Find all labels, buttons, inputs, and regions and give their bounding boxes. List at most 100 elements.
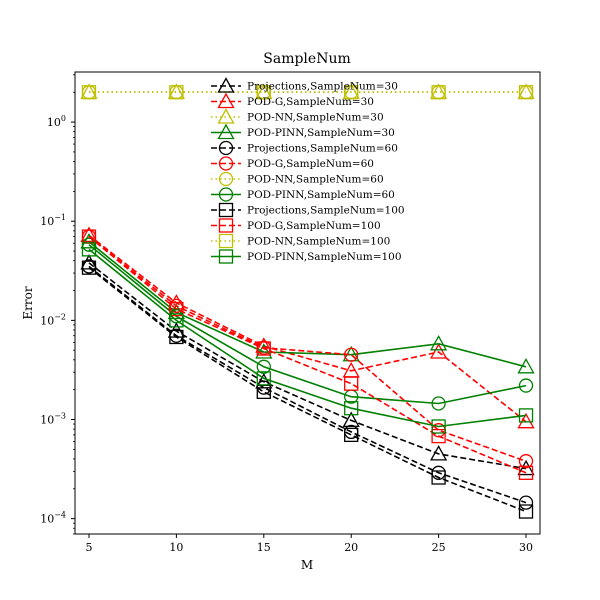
data-point — [517, 412, 535, 429]
series-line — [88, 241, 527, 368]
data-point — [431, 396, 446, 411]
data-point — [430, 334, 448, 351]
x-axis-label: M — [301, 558, 313, 572]
series-8 — [81, 237, 534, 411]
legend-label: POD-PINN,SampleNum=100 — [247, 251, 402, 263]
legend-entry: Projections,SampleNum=100 — [211, 202, 405, 218]
data-point — [431, 419, 446, 434]
data-point — [256, 359, 271, 374]
data-point — [80, 226, 98, 243]
y-tick-label: 10−1 — [40, 213, 66, 228]
data-point — [518, 408, 534, 423]
data-point — [518, 504, 534, 519]
legend-marker — [218, 233, 234, 249]
series-5 — [81, 259, 534, 510]
legend-entry: POD-G,SampleNum=30 — [211, 92, 374, 109]
legend-entry: Projections,SampleNum=60 — [211, 140, 398, 156]
legend-label: Projections,SampleNum=60 — [247, 143, 398, 155]
x-axis: 5 10 15 20 25 30 — [85, 534, 533, 554]
data-point — [256, 341, 271, 356]
series-line — [88, 267, 527, 513]
legend-marker — [218, 156, 234, 171]
y-tick-label: 10−4 — [40, 511, 66, 526]
data-point — [518, 495, 534, 510]
x-tick-label: 10 — [169, 541, 183, 554]
legend-entry: POD-NN,SampleNum=100 — [211, 233, 390, 249]
legend-label: POD-NN,SampleNum=100 — [247, 236, 390, 248]
series-12 — [81, 242, 534, 434]
data-point — [517, 357, 535, 374]
data-point — [518, 85, 534, 100]
y-tick-label: 10−3 — [40, 412, 66, 427]
data-point — [431, 85, 446, 100]
series-6 — [81, 229, 534, 469]
data-point — [169, 85, 184, 100]
data-point — [344, 401, 359, 416]
legend-label: Projections,SampleNum=30 — [247, 81, 398, 93]
y-tick-label: 10−2 — [40, 312, 66, 327]
series-line — [88, 248, 527, 428]
series-10 — [81, 229, 534, 480]
legend-label: POD-G,SampleNum=30 — [247, 96, 374, 108]
plot-series — [80, 83, 535, 519]
legend: Projections,SampleNum=30 POD-G,SampleNum=… — [211, 77, 405, 264]
data-point — [518, 465, 534, 480]
data-point — [256, 371, 271, 386]
x-tick-label: 30 — [519, 541, 533, 554]
legend-label: POD-PINN,SampleNum=60 — [247, 189, 395, 201]
data-point — [430, 343, 448, 359]
plot-frame — [74, 71, 541, 535]
series-line — [88, 235, 527, 462]
data-point — [342, 411, 360, 428]
data-point — [431, 428, 446, 444]
legend-label: POD-G,SampleNum=100 — [247, 220, 381, 232]
x-tick-label: 5 — [85, 541, 92, 554]
data-point — [169, 329, 184, 345]
data-point — [80, 254, 98, 270]
data-point — [344, 347, 359, 362]
legend-entry: POD-G,SampleNum=100 — [211, 218, 381, 233]
legend-entry: POD-PINN,SampleNum=100 — [211, 249, 402, 264]
legend-label: POD-PINN,SampleNum=30 — [247, 127, 395, 139]
data-point — [517, 459, 535, 476]
data-point — [169, 301, 184, 317]
data-point — [518, 454, 534, 469]
data-point — [80, 232, 98, 249]
data-point — [81, 260, 97, 275]
data-point — [518, 378, 534, 393]
data-point — [344, 85, 359, 100]
chart-title: SampleNum — [263, 51, 350, 67]
series-line — [88, 262, 527, 470]
y-tick-label: 100 — [47, 114, 66, 129]
x-tick-label: 15 — [257, 541, 271, 554]
data-point — [169, 313, 184, 328]
data-point — [255, 343, 273, 359]
series-1 — [80, 254, 535, 476]
legend-marker — [217, 92, 235, 109]
data-point — [81, 242, 97, 257]
legend-marker — [218, 171, 234, 187]
legend-marker — [218, 140, 234, 156]
x-tick-label: 20 — [344, 541, 358, 554]
data-point — [430, 445, 448, 461]
legend-marker — [218, 187, 234, 202]
series-line — [88, 234, 527, 423]
legend-entry: POD-NN,SampleNum=60 — [211, 171, 384, 187]
data-point — [344, 427, 359, 443]
legend-entry: POD-G,SampleNum=60 — [211, 156, 374, 171]
data-point — [344, 376, 359, 391]
legend-label: POD-NN,SampleNum=60 — [247, 174, 384, 186]
data-point — [81, 85, 97, 100]
legend-marker — [217, 123, 235, 140]
series-9 — [81, 260, 534, 519]
y-axis-label: Error — [21, 286, 35, 319]
x-tick-label: 25 — [432, 541, 446, 554]
data-point — [256, 85, 271, 100]
legend-marker — [217, 108, 235, 124]
legend-marker — [218, 202, 234, 218]
data-point — [431, 470, 446, 485]
legend-label: Projections,SampleNum=100 — [247, 205, 405, 217]
data-point — [255, 372, 273, 389]
legend-entry: POD-PINN,SampleNum=30 — [211, 123, 395, 140]
